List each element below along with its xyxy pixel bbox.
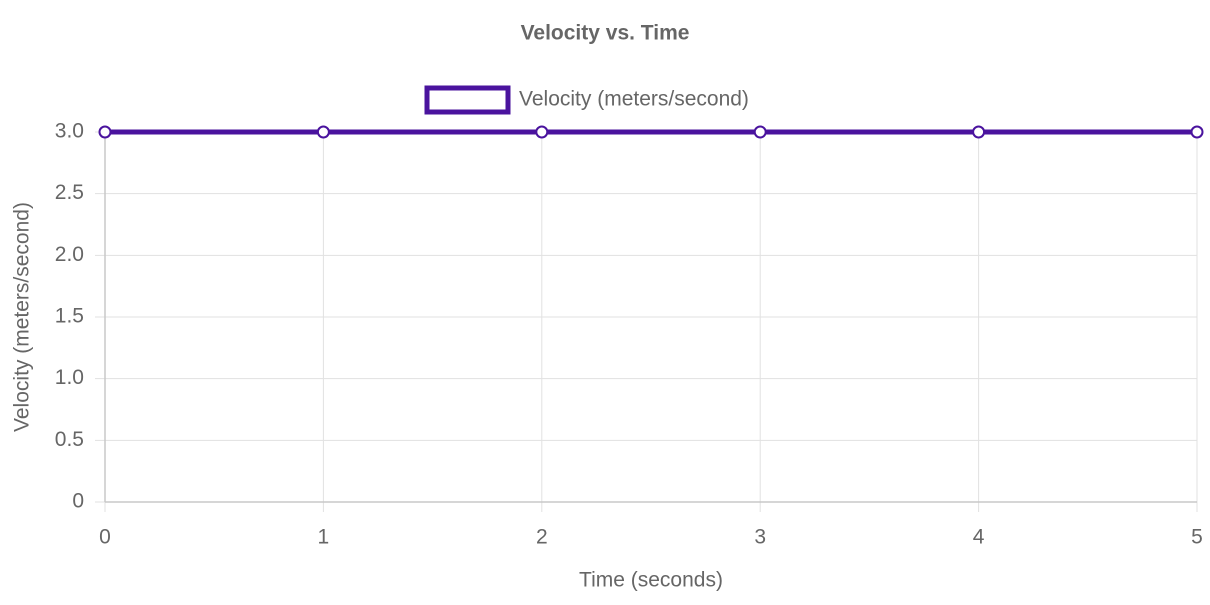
y-tick-label: 2.0	[55, 243, 84, 266]
point	[98, 125, 112, 139]
point	[535, 125, 549, 139]
x-tick-label: 1	[318, 526, 330, 549]
legend-swatch	[424, 85, 511, 115]
point	[1190, 125, 1204, 139]
x-tick-label: 0	[99, 526, 111, 549]
y-tick-label: 3.0	[55, 120, 84, 143]
point	[753, 125, 767, 139]
y-tick-label: 0	[72, 490, 84, 513]
legend-label: Velocity (meters/second)	[519, 88, 749, 111]
x-axis-title: Time (seconds)	[579, 569, 723, 592]
y-tick-label: 2.5	[55, 181, 84, 204]
y-axis-title: Velocity (meters/second)	[11, 202, 34, 432]
x-tick-label: 5	[1191, 526, 1203, 549]
y-tick-label: 0.5	[55, 428, 84, 451]
x-tick-label: 3	[754, 526, 766, 549]
chart-title: Velocity vs. Time	[521, 22, 690, 45]
y-tick-label: 1.0	[55, 366, 84, 389]
x-tick-label: 4	[973, 526, 985, 549]
point	[316, 125, 330, 139]
y-tick-label: 1.5	[55, 305, 84, 328]
point	[972, 125, 986, 139]
x-tick-label: 2	[536, 526, 548, 549]
